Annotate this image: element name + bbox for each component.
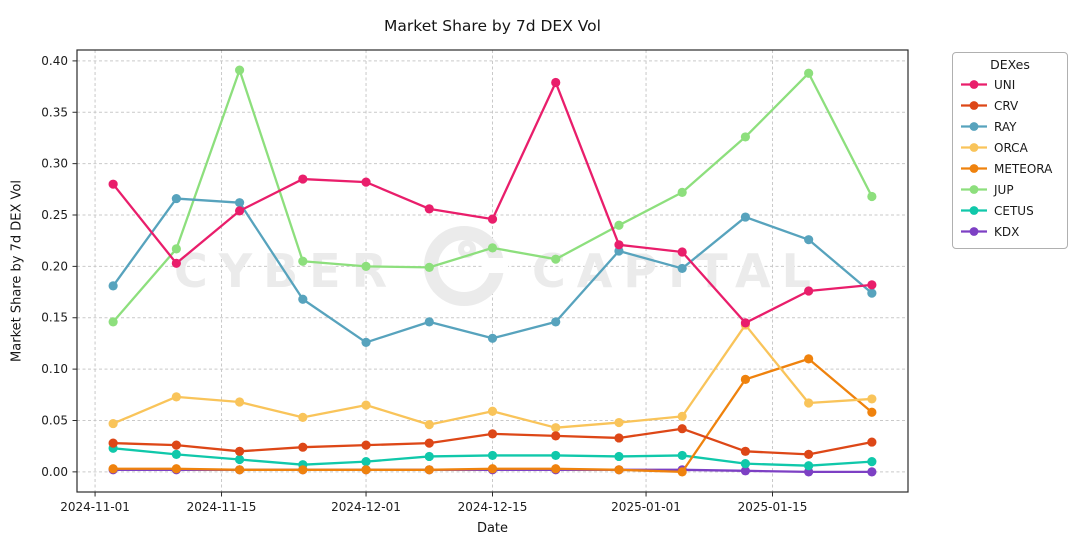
chart-title: Market Share by 7d DEX Vol	[384, 17, 601, 35]
legend-item-label: UNI	[994, 77, 1016, 92]
y-tick-label: 0.35	[41, 105, 68, 119]
legend-item-CETUS: CETUS	[961, 200, 1059, 221]
legend-marker-icon	[961, 101, 987, 110]
series-points-CRV	[108, 424, 877, 459]
series-points-UNI	[108, 77, 877, 328]
legend-item-label: ORCA	[994, 140, 1028, 155]
legend-items: UNI CRV RAY ORCA METEORA JUP CETUS KDX	[961, 74, 1059, 242]
x-tick-label: 2024-11-01	[60, 500, 130, 514]
y-tick-label: 0.30	[41, 157, 68, 171]
x-tick-label: 2024-12-15	[458, 500, 528, 514]
y-tick-label: 0.40	[41, 54, 68, 68]
legend-item-JUP: JUP	[961, 179, 1059, 200]
legend-marker-icon	[961, 227, 987, 236]
legend-item-METEORA: METEORA	[961, 158, 1059, 179]
x-axis-label: Date	[476, 521, 509, 536]
series-points-JUP	[108, 65, 877, 327]
x-tick-label: 2025-01-15	[738, 500, 808, 514]
legend-title: DEXes	[990, 57, 1030, 72]
legend-marker-icon	[961, 122, 987, 131]
series-group	[108, 65, 877, 477]
x-tick-label: 2024-11-15	[187, 500, 257, 514]
legend-marker-icon	[961, 185, 987, 194]
y-axis-label: Market Share by 7d DEX Vol	[9, 180, 25, 362]
series-points-METEORA	[108, 354, 877, 477]
y-tick-label: 0.20	[41, 259, 68, 273]
watermark: CYBER CAPITAL	[174, 226, 822, 306]
legend-marker-icon	[961, 164, 987, 173]
watermark-text-left: CYBER	[174, 244, 398, 298]
legend-item-CRV: CRV	[961, 95, 1059, 116]
legend-item-RAY: RAY	[961, 116, 1059, 137]
legend-item-ORCA: ORCA	[961, 137, 1059, 158]
y-tick-label: 0.05	[41, 413, 68, 427]
y-tick-label: 0.15	[41, 311, 68, 325]
y-tick-label: 0.10	[41, 362, 68, 376]
legend: DEXes UNI CRV RAY ORCA METEORA JUP CETUS KDX	[952, 52, 1068, 249]
legend-marker-icon	[961, 80, 987, 89]
axes: 2024-11-01 2024-11-15 2024-12-01 2024-12-15…	[41, 49, 909, 514]
legend-item-label: METEORA	[994, 161, 1053, 176]
legend-item-label: RAY	[994, 119, 1017, 134]
legend-item-KDX: KDX	[961, 221, 1059, 242]
legend-marker-icon	[961, 143, 987, 152]
series-points-ORCA	[108, 320, 877, 433]
legend-marker-icon	[961, 206, 987, 215]
legend-item-label: CETUS	[994, 203, 1034, 218]
x-tick-label: 2024-12-01	[331, 500, 401, 514]
legend-item-UNI: UNI	[961, 74, 1059, 95]
x-tick-label: 2025-01-01	[611, 500, 681, 514]
y-tick-label: 0.25	[41, 208, 68, 222]
legend-item-label: KDX	[994, 224, 1020, 239]
watermark-text-right: CAPITAL	[532, 244, 822, 298]
legend-item-label: JUP	[994, 182, 1014, 197]
y-tick-label: 0.00	[41, 465, 68, 479]
legend-item-label: CRV	[994, 98, 1019, 113]
